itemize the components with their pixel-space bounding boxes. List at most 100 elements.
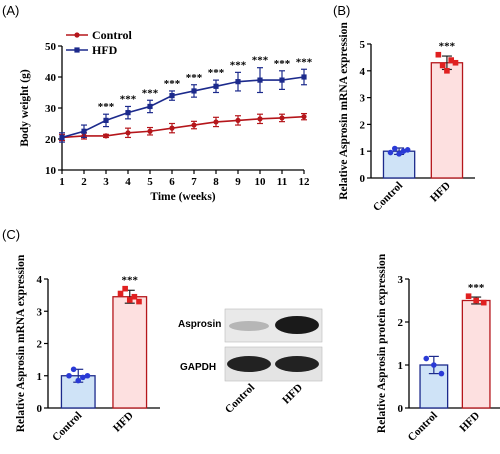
category-label: Control: [371, 180, 405, 214]
category-label: HFD: [428, 180, 453, 205]
significance-marker: ***: [164, 78, 181, 90]
y-tick-label: 4: [360, 66, 366, 78]
x-tick-label: 3: [103, 176, 109, 188]
panel-label-a: (A): [2, 3, 19, 18]
data-point-control: [279, 115, 285, 121]
y-tick-label: 0: [37, 403, 43, 415]
y-tick-label: 1: [37, 371, 43, 383]
blot-lane-label: Control: [223, 382, 257, 416]
replicate-point: [131, 293, 138, 300]
significance-marker: ***: [296, 56, 313, 68]
x-tick-label: 4: [125, 176, 131, 188]
x-tick-label: 5: [147, 176, 153, 188]
replicate-point: [84, 372, 91, 379]
mrna-bar-chart-b: 0 1 2 3 4 5 Relative Asprosin mRNA expression C…: [338, 22, 475, 214]
x-tick-label: 10: [255, 176, 267, 188]
data-point-control: [103, 133, 109, 139]
legend-marker: [74, 32, 80, 38]
replicate-point: [75, 377, 82, 384]
replicate-point: [66, 372, 72, 379]
x-tick-label: 12: [299, 176, 311, 188]
y-tick-label: 30: [45, 103, 57, 115]
x-tick-label: 8: [213, 176, 219, 188]
x-tick-label: 2: [81, 176, 87, 188]
data-point-hfd: [279, 77, 285, 83]
data-point-hfd: [257, 77, 263, 83]
y-tick-label: 50: [45, 41, 57, 53]
data-point-hfd: [59, 134, 65, 141]
data-point-hfd: [213, 83, 219, 89]
replicate-point: [423, 355, 430, 362]
data-point-hfd: [81, 128, 87, 134]
x-tick-label: 11: [277, 176, 287, 188]
significance-marker: ***: [439, 41, 456, 53]
significance-marker: ***: [208, 67, 225, 79]
western-blot: Asprosin GAPDH Control HFD: [178, 308, 323, 416]
band-asprosin-control: [229, 321, 269, 331]
y-axis-label: Relative Asprosin mRNA expression: [338, 22, 350, 200]
data-point-control: [191, 122, 197, 128]
data-point-control: [125, 130, 131, 136]
panel-label-c: (C): [2, 227, 20, 242]
y-tick-label: 5: [360, 39, 366, 51]
replicate-point: [122, 285, 128, 292]
y-tick-label: 0: [398, 403, 404, 415]
significance-marker: ***: [468, 282, 485, 294]
replicate-point: [431, 362, 437, 368]
replicate-point: [439, 62, 446, 69]
y-tick-label: 3: [360, 93, 366, 105]
y-tick-label: 40: [45, 72, 57, 84]
data-point-hfd: [301, 74, 307, 80]
significance-marker: ***: [120, 93, 137, 105]
protein-bar-chart-c: 0 1 2 3 Relative Asprosin protein expression…: [376, 253, 500, 444]
replicate-point: [480, 299, 487, 306]
y-tick-label: 1: [360, 146, 366, 158]
data-point-hfd: [169, 93, 175, 99]
replicate-point: [387, 149, 394, 156]
x-tick-label: 9: [235, 176, 241, 188]
significance-marker: ***: [142, 87, 159, 99]
replicate-point: [396, 151, 402, 157]
y-tick-label: 3: [398, 274, 404, 286]
data-point-hfd: [103, 117, 109, 123]
category-label: Control: [406, 410, 440, 444]
replicate-point: [444, 68, 450, 74]
data-point-hfd: [191, 88, 197, 94]
x-axis-label: Time (weeks): [150, 191, 215, 203]
category-label: HFD: [111, 410, 136, 435]
significance-marker: ***: [122, 275, 139, 287]
replicate-point: [117, 290, 124, 297]
significance-marker: ***: [252, 55, 269, 67]
y-tick-label: 2: [37, 339, 43, 351]
x-tick-label: 6: [169, 176, 175, 188]
bar-hfd: [430, 62, 464, 179]
data-point-control: [301, 114, 307, 120]
y-axis-label: Relative Asprosin protein expression: [376, 253, 388, 433]
band-gapdh-hfd: [275, 356, 319, 372]
bar-hfd: [461, 299, 491, 409]
data-point-control: [213, 119, 219, 125]
y-tick-label: 2: [398, 317, 404, 329]
y-axis-label: Relative Asprosin mRNA expression: [15, 254, 27, 432]
blot-lane-label: HFD: [280, 382, 305, 407]
replicate-point: [435, 51, 442, 58]
significance-marker: ***: [230, 59, 247, 71]
data-point-control: [147, 128, 153, 134]
replicate-point: [452, 59, 459, 66]
legend-entry: Control: [92, 28, 132, 42]
category-label: Control: [50, 410, 84, 444]
legend-marker: [74, 47, 80, 53]
data-point-hfd: [235, 79, 241, 85]
bar-hfd: [112, 296, 148, 409]
band-gapdh-control: [227, 356, 271, 372]
y-axis-label: Body weight (g): [19, 69, 31, 146]
y-tick-label: 0: [360, 173, 366, 185]
data-point-control: [235, 117, 241, 123]
category-label: HFD: [457, 410, 482, 435]
data-point-hfd: [125, 110, 131, 116]
replicate-point: [404, 147, 411, 153]
x-tick-label: 1: [59, 176, 65, 188]
replicate-point: [136, 298, 142, 305]
